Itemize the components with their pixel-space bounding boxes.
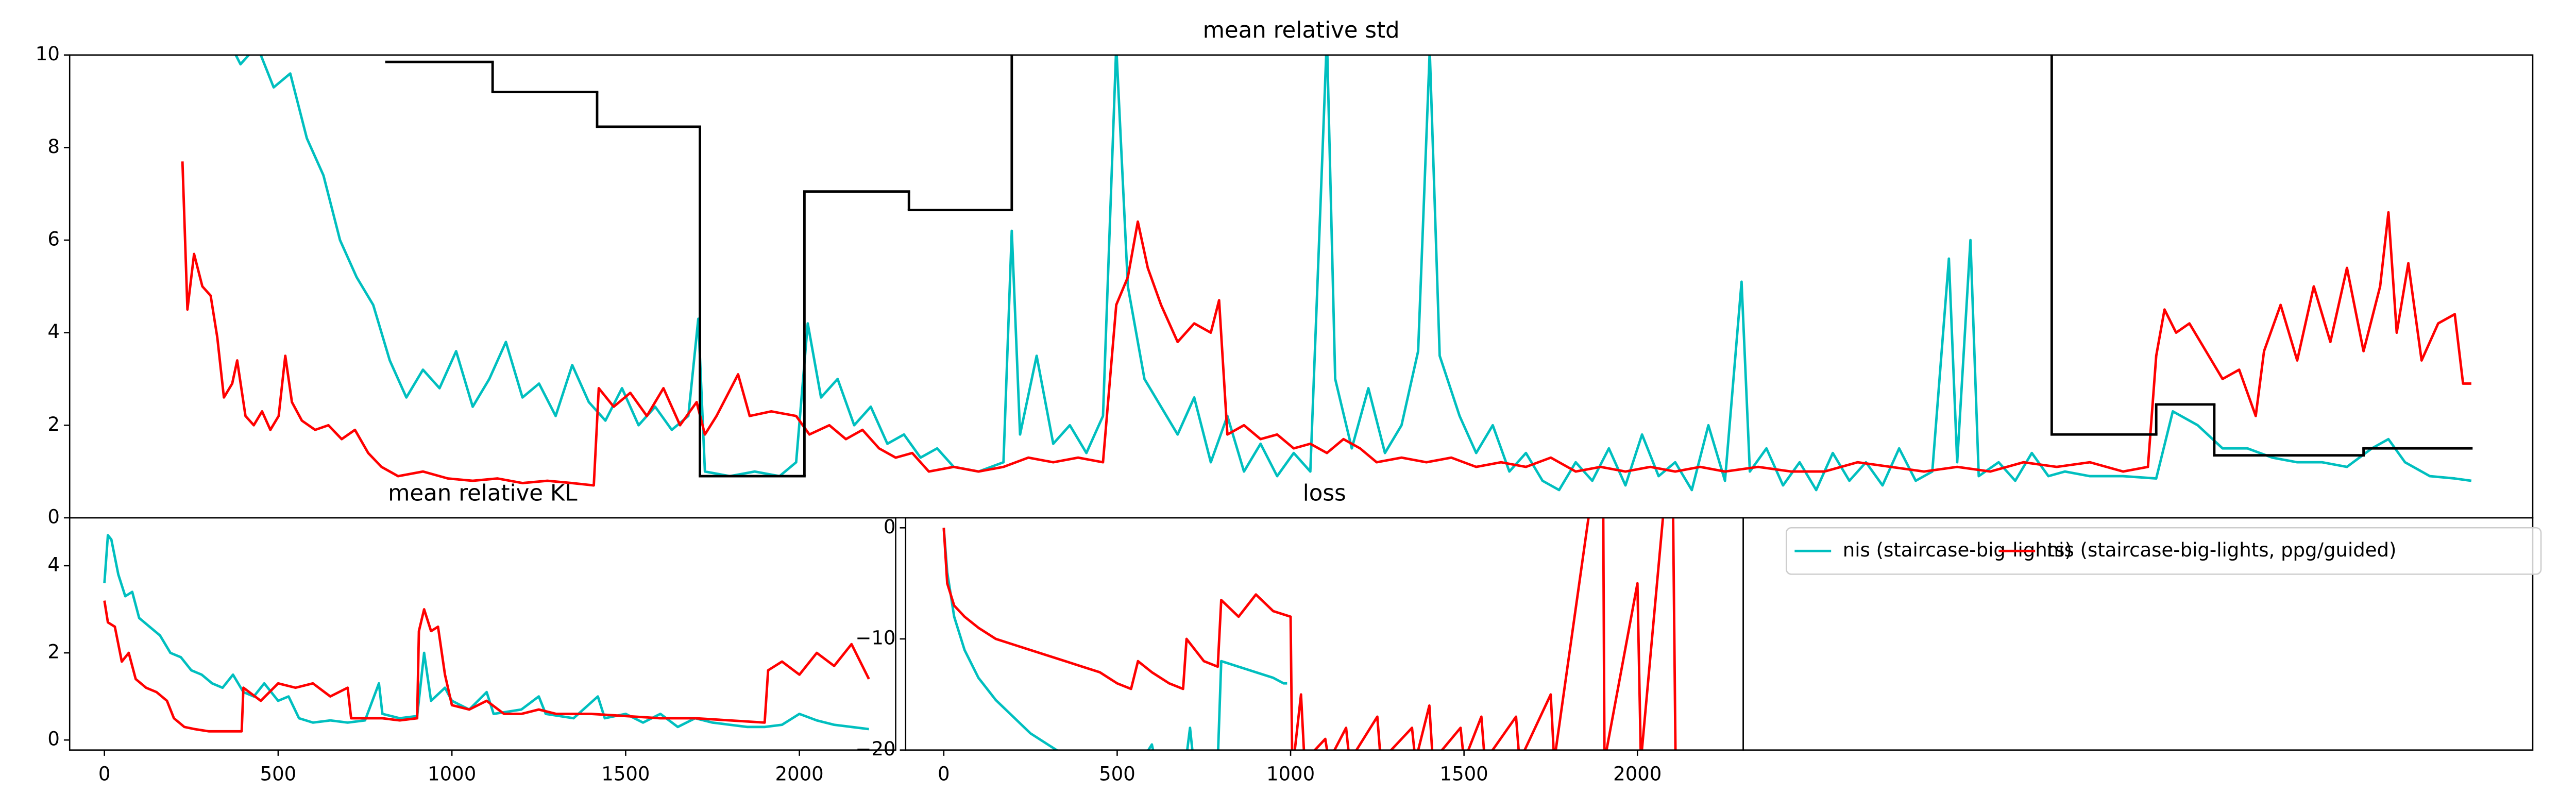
x-tick-label: 2000 <box>775 763 824 785</box>
series-line <box>234 55 2472 492</box>
legend-label: nis (staircase-big-lights, ppg/guided) <box>2047 539 2397 561</box>
x-tick-label: 0 <box>938 763 950 785</box>
legend-box <box>1785 527 2542 575</box>
x-tick-label: 2000 <box>1613 763 1662 785</box>
plot-area <box>942 517 1677 750</box>
series-line <box>181 161 2471 487</box>
plot-area <box>103 534 870 733</box>
x-tick-label: 500 <box>1099 763 1136 785</box>
y-tick-label: −20 <box>855 738 895 760</box>
x-tick-label: 1500 <box>601 763 650 785</box>
series-line <box>942 517 1677 750</box>
x-tick-label: 1500 <box>1440 763 1488 785</box>
y-tick-label: 2 <box>47 641 60 663</box>
series-line <box>103 600 870 733</box>
y-tick-label: 10 <box>36 43 60 65</box>
y-tick-label: 0 <box>884 516 896 538</box>
y-tick-label: 4 <box>47 553 60 576</box>
y-tick-label: 8 <box>47 136 60 158</box>
y-tick-label: 2 <box>47 413 60 435</box>
y-tick-label: 4 <box>47 320 60 343</box>
series-line <box>103 534 869 731</box>
y-tick-label: 0 <box>47 728 60 750</box>
chart-title: loss <box>1303 480 1346 506</box>
x-tick-label: 500 <box>260 763 297 785</box>
chart-title: mean relative KL <box>388 480 577 506</box>
series-line <box>942 528 1287 750</box>
chart-title: mean relative std <box>1203 18 1400 43</box>
axes-frame <box>69 517 896 751</box>
y-tick-label: −10 <box>855 627 895 649</box>
y-tick-label: 0 <box>47 505 60 528</box>
axes-frame <box>905 517 1744 751</box>
x-tick-label: 0 <box>98 763 111 785</box>
legend-label: nis (staircase-big-lights) <box>1843 539 2072 561</box>
y-tick-label: 6 <box>47 228 60 250</box>
x-tick-label: 1000 <box>428 763 476 785</box>
x-tick-label: 1000 <box>1266 763 1315 785</box>
plot-area <box>181 55 2473 492</box>
